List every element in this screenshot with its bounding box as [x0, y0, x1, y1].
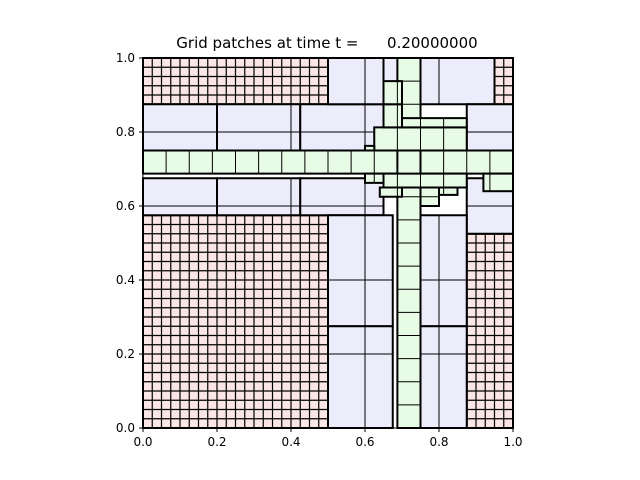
- patch-level-2: [419, 325, 468, 429]
- patch-level-3: [438, 186, 459, 196]
- patch-fill: [143, 178, 217, 216]
- axes-frame: [142, 57, 514, 429]
- patch-fill: [411, 58, 495, 105]
- patch-level-3: [382, 80, 403, 106]
- x-tick-label: 0.2: [207, 435, 226, 449]
- patch-level-3: [364, 144, 376, 152]
- patch-level-2: [216, 103, 302, 152]
- patch-level-2: [419, 214, 468, 328]
- y-tick-label: 0.6: [116, 199, 135, 213]
- patch-cell-lines: [328, 326, 393, 428]
- chart-title: Grid patches at time t = 0.20000000: [176, 34, 477, 52]
- patch-cell-lines: [217, 104, 301, 151]
- patch-fill: [420, 215, 467, 327]
- patch-level-3: [373, 126, 468, 152]
- y-tick-label: 0.0: [116, 421, 135, 435]
- patch-cell-lines: [420, 215, 467, 327]
- patch-fill: [365, 145, 375, 151]
- patch-cell-lines: [300, 104, 384, 151]
- patch-level-2: [465, 103, 514, 152]
- x-tick-label: 0.4: [281, 435, 300, 449]
- y-tick-label: 0.2: [116, 347, 135, 361]
- y-tick-label: 0.4: [116, 273, 135, 287]
- y-tick-label: 1.0: [116, 51, 135, 65]
- patch-cell-lines: [420, 118, 445, 128]
- x-tick-label: 1.0: [503, 435, 522, 449]
- patch-fill: [217, 178, 301, 216]
- patch-level-3: [382, 172, 468, 189]
- patch-level-3: [378, 186, 403, 198]
- patch-cell-lines: [466, 233, 513, 428]
- patch-level-3: [401, 117, 468, 129]
- patch-fill: [466, 233, 513, 428]
- x-tick-label: 0.6: [355, 435, 374, 449]
- patch-level-2: [299, 103, 385, 152]
- patch-fill: [328, 215, 393, 327]
- patch-fill: [383, 104, 402, 128]
- patch-level-3: [364, 172, 385, 184]
- patch-border: [438, 186, 459, 196]
- y-axis: 0.0 0.2 0.4 0.6 0.8 1.0: [116, 51, 143, 435]
- patch-fill: [420, 326, 467, 428]
- x-tick-label: 0.8: [429, 435, 448, 449]
- patch-level-2: [327, 214, 394, 328]
- patch-level-2: [142, 177, 218, 217]
- patch-border: [382, 80, 403, 106]
- x-tick-label: 0.0: [133, 435, 152, 449]
- patch-layer: [142, 57, 514, 429]
- patch-level-2: [327, 325, 394, 429]
- patch-level-2: [142, 103, 218, 152]
- patch-fill: [383, 81, 402, 105]
- y-tick-label: 0.8: [116, 125, 135, 139]
- patch-cell-lines: [217, 178, 301, 216]
- patch-level-2: [216, 177, 302, 217]
- patch-fill: [143, 104, 217, 151]
- patch-level-1: [142, 214, 329, 429]
- patch-border: [364, 172, 385, 184]
- patch-fill: [466, 104, 513, 151]
- patch-level-3: [419, 186, 440, 207]
- patch-fill: [328, 58, 384, 105]
- patch-fill: [300, 104, 384, 151]
- patch-level-3: [142, 149, 514, 175]
- patch-fill: [328, 326, 393, 428]
- patch-level-3: [482, 172, 514, 193]
- patch-fill: [383, 173, 467, 188]
- patch-border: [419, 186, 440, 207]
- patch-level-3: [382, 103, 403, 129]
- patch-cell-lines: [300, 178, 384, 216]
- patch-cell-lines: [143, 58, 328, 105]
- patch-fill: [402, 118, 467, 128]
- patch-cell-lines: [396, 127, 445, 151]
- patch-level-2: [410, 57, 496, 106]
- patch-fill: [439, 187, 458, 195]
- patch-cell-lines: [328, 215, 393, 327]
- x-axis: 0.0 0.2 0.4 0.6 0.8 1.0: [133, 428, 523, 449]
- patch-cell-lines: [396, 173, 445, 188]
- patch-fill: [300, 178, 384, 216]
- patch-cell-lines: [143, 215, 328, 428]
- patch-cell-lines: [420, 326, 467, 428]
- patch-fill: [379, 187, 402, 197]
- patch-fill: [483, 173, 513, 192]
- patch-level-1: [142, 57, 329, 106]
- patch-fill: [217, 104, 301, 151]
- patch-border: [378, 186, 403, 198]
- patch-level-1: [465, 232, 514, 429]
- patch-border: [364, 144, 376, 152]
- patch-level-2: [327, 57, 385, 106]
